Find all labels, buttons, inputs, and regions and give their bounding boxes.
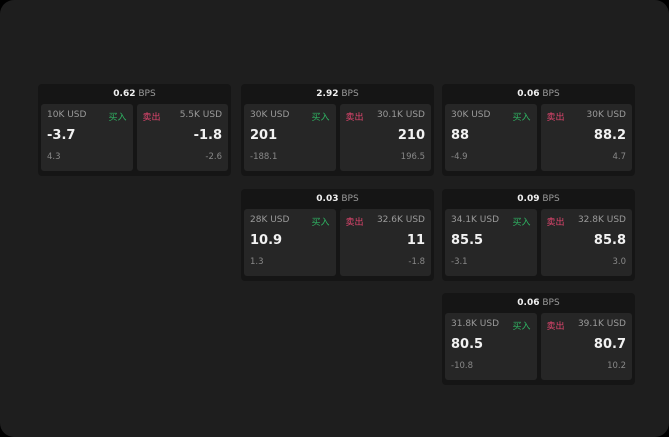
buy-change: -188.1: [250, 152, 278, 162]
buy-label: 买入: [512, 322, 531, 332]
buy-label: 买入: [311, 113, 330, 123]
buy-price: 88: [451, 128, 470, 143]
buy-change: -4.9: [451, 152, 468, 162]
buy-label: 买入: [108, 113, 127, 123]
sell-label: 卖出: [546, 218, 565, 228]
buy-label: 买入: [512, 113, 531, 123]
buy-tile[interactable]: 30K USD 买入 88 -4.9: [445, 104, 537, 171]
spread-header: 0.62 BPS: [38, 84, 231, 104]
sell-size: 30.1K USD: [376, 110, 425, 120]
buy-size: 30K USD: [451, 110, 491, 120]
sell-price: -1.8: [193, 128, 222, 143]
sell-size: 32.6K USD: [376, 215, 425, 225]
buy-label: 买入: [311, 218, 330, 228]
sell-change: -2.6: [205, 152, 222, 162]
sell-size: 39.1K USD: [577, 319, 626, 329]
sell-change: -1.8: [408, 257, 425, 267]
sell-size: 32.8K USD: [577, 215, 626, 225]
sell-price: 11: [406, 233, 425, 248]
sell-price: 210: [397, 128, 425, 143]
spread-unit: BPS: [341, 89, 359, 99]
sell-tile[interactable]: 卖出 39.1K USD 80.7 10.2: [540, 313, 632, 380]
buy-size: 10K USD: [47, 110, 87, 120]
buy-price: -3.7: [47, 128, 76, 143]
buy-price: 201: [250, 128, 278, 143]
spread-unit: BPS: [542, 89, 560, 99]
sell-label: 卖出: [345, 218, 364, 228]
buy-change: 4.3: [47, 152, 61, 162]
sell-tile[interactable]: 卖出 32.8K USD 85.8 3.0: [540, 209, 632, 276]
sell-change: 3.0: [612, 257, 626, 267]
sell-change: 10.2: [607, 361, 626, 371]
quote-card[interactable]: 0.09 BPS 34.1K USD 买入 85.5 -3.1 卖出 32.8K U…: [442, 189, 635, 281]
buy-label: 买入: [512, 218, 531, 228]
buy-size: 34.1K USD: [451, 215, 500, 225]
spread-unit: BPS: [341, 194, 359, 204]
sell-tile[interactable]: 卖出 30.1K USD 210 196.5: [339, 104, 431, 171]
buy-tile[interactable]: 10K USD 买入 -3.7 4.3: [41, 104, 133, 171]
buy-change: -3.1: [451, 257, 468, 267]
spread-value: 2.92: [316, 89, 339, 99]
sell-tile[interactable]: 卖出 30K USD 88.2 4.7: [540, 104, 632, 171]
sell-change: 4.7: [612, 152, 626, 162]
quote-card[interactable]: 2.92 BPS 30K USD 买入 201 -188.1 卖出 30.1K US…: [241, 84, 434, 176]
sell-tile[interactable]: 卖出 5.5K USD -1.8 -2.6: [136, 104, 228, 171]
spread-value: 0.09: [517, 194, 540, 204]
sell-change: 196.5: [400, 152, 425, 162]
quote-card[interactable]: 0.62 BPS 10K USD 买入 -3.7 4.3 卖出 5.5K USD -…: [38, 84, 231, 176]
sell-tile[interactable]: 卖出 32.6K USD 11 -1.8: [339, 209, 431, 276]
quote-card[interactable]: 0.06 BPS 30K USD 买入 88 -4.9 卖出 30K USD 88.…: [442, 84, 635, 176]
spread-header: 0.03 BPS: [241, 189, 434, 209]
spread-value: 0.03: [316, 194, 339, 204]
sell-size: 5.5K USD: [179, 110, 222, 120]
spread-header: 2.92 BPS: [241, 84, 434, 104]
buy-tile[interactable]: 28K USD 买入 10.9 1.3: [244, 209, 336, 276]
buy-change: -10.8: [451, 361, 473, 371]
spread-unit: BPS: [138, 89, 156, 99]
spread-header: 0.06 BPS: [442, 84, 635, 104]
sell-label: 卖出: [546, 113, 565, 123]
spread-unit: BPS: [542, 194, 560, 204]
spread-value: 0.06: [517, 89, 540, 99]
sell-label: 卖出: [142, 113, 161, 123]
spread-header: 0.06 BPS: [442, 293, 635, 313]
spread-unit: BPS: [542, 298, 560, 308]
buy-size: 28K USD: [250, 215, 290, 225]
buy-size: 31.8K USD: [451, 319, 500, 329]
sell-price: 88.2: [593, 128, 626, 143]
buy-price: 85.5: [451, 233, 484, 248]
sell-size: 30K USD: [586, 110, 626, 120]
buy-price: 10.9: [250, 233, 283, 248]
buy-price: 80.5: [451, 337, 484, 352]
sell-label: 卖出: [546, 322, 565, 332]
buy-tile[interactable]: 30K USD 买入 201 -188.1: [244, 104, 336, 171]
buy-size: 30K USD: [250, 110, 290, 120]
sell-label: 卖出: [345, 113, 364, 123]
buy-tile[interactable]: 34.1K USD 买入 85.5 -3.1: [445, 209, 537, 276]
sell-price: 80.7: [593, 337, 626, 352]
spread-value: 0.06: [517, 298, 540, 308]
quote-card[interactable]: 0.03 BPS 28K USD 买入 10.9 1.3 卖出 32.6K USD …: [241, 189, 434, 281]
buy-tile[interactable]: 31.8K USD 买入 80.5 -10.8: [445, 313, 537, 380]
quote-card[interactable]: 0.06 BPS 31.8K USD 买入 80.5 -10.8 卖出 39.1K …: [442, 293, 635, 385]
sell-price: 85.8: [593, 233, 626, 248]
buy-change: 1.3: [250, 257, 264, 267]
spread-value: 0.62: [113, 89, 136, 99]
spread-header: 0.09 BPS: [442, 189, 635, 209]
